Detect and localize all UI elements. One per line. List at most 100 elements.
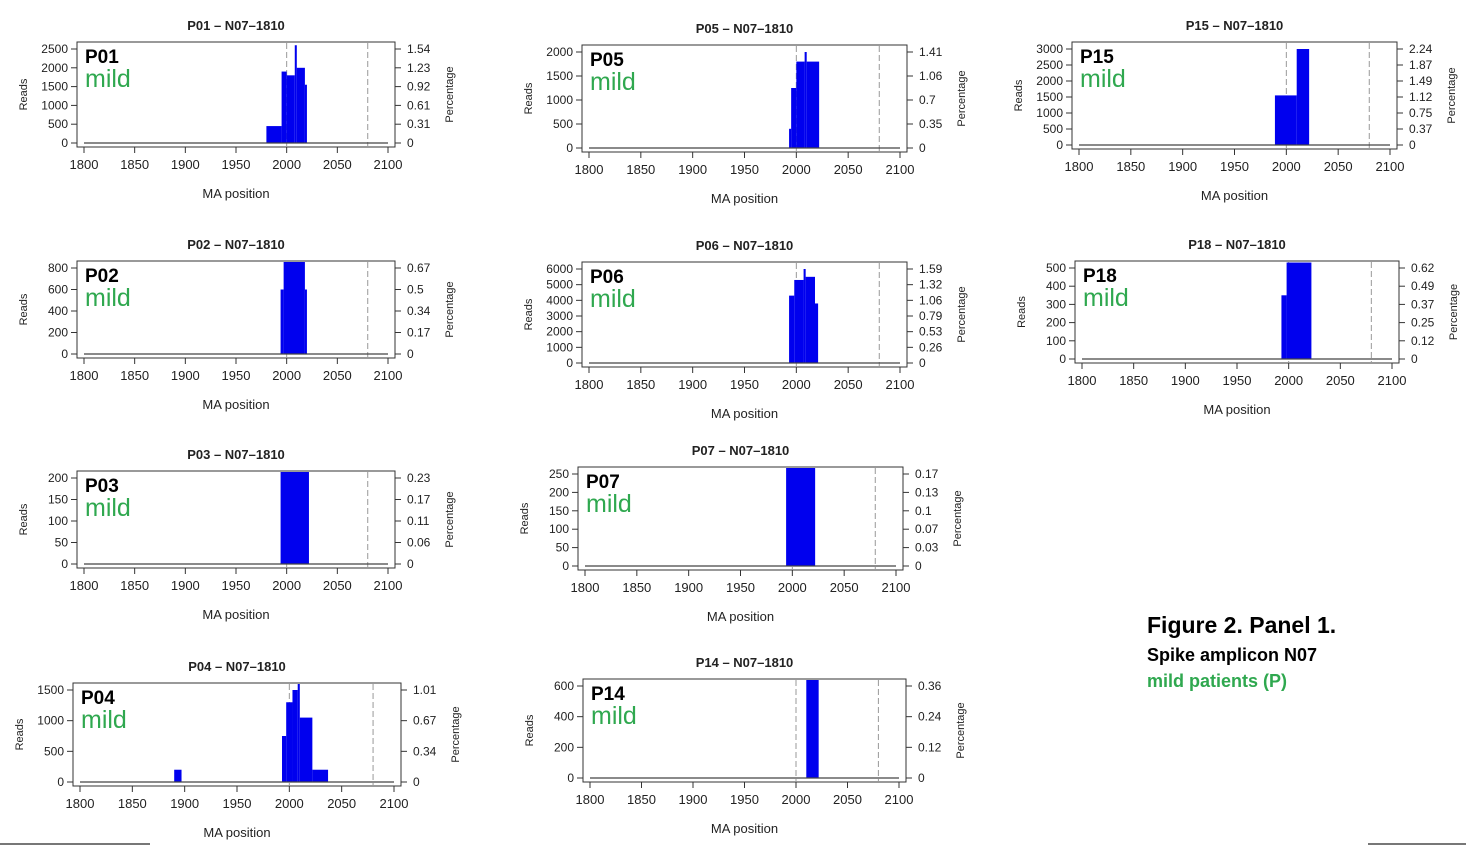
x-tick-label: 1950 <box>222 157 251 172</box>
y2-tick-label: 1.59 <box>919 262 943 276</box>
y-tick-label: 200 <box>549 485 569 499</box>
y-tick-label: 0 <box>566 141 573 155</box>
y2-tick-label: 0.17 <box>915 467 939 481</box>
y2-tick-label: 0.31 <box>407 117 431 131</box>
bar <box>292 690 298 782</box>
y-axis-label: Reads <box>519 502 531 534</box>
y-axis-label: Reads <box>18 503 30 535</box>
y-tick-label: 0 <box>562 559 569 573</box>
y2-tick-label: 1.23 <box>407 61 431 75</box>
y2-tick-label: 0.06 <box>407 536 431 550</box>
y-tick-label: 0 <box>1059 352 1066 366</box>
x-tick-label: 2050 <box>323 578 352 593</box>
x-axis-label: MA position <box>203 825 270 840</box>
x-tick-label: 1900 <box>678 377 707 392</box>
y2-tick-label: 0.7 <box>919 93 936 107</box>
x-tick-label: 2000 <box>1274 373 1303 388</box>
x-tick-label: 1800 <box>70 157 99 172</box>
x-axis-label: MA position <box>1203 402 1270 417</box>
x-tick-label: 1800 <box>70 578 99 593</box>
x-tick-label: 2100 <box>374 578 403 593</box>
y2-tick-label: 0.26 <box>919 340 943 354</box>
y-tick-label: 600 <box>554 679 574 693</box>
severity-label: mild <box>590 68 636 96</box>
x-tick-label: 2100 <box>380 796 409 811</box>
y-tick-label: 400 <box>1046 279 1066 293</box>
x-axis-label: MA position <box>711 821 778 836</box>
y2-tick-label: 0 <box>407 557 414 571</box>
x-tick-label: 2000 <box>782 377 811 392</box>
y-tick-label: 800 <box>48 261 68 275</box>
y2-tick-label: 0.13 <box>915 485 939 499</box>
bar <box>304 84 307 143</box>
y2-tick-label: 0.24 <box>918 710 942 724</box>
y-tick-label: 2500 <box>1036 58 1063 72</box>
y-tick-label: 0 <box>1056 138 1063 152</box>
x-tick-label: 1800 <box>571 580 600 595</box>
y-tick-label: 150 <box>549 504 569 518</box>
y-tick-label: 1500 <box>37 683 64 697</box>
y2-tick-label: 0.17 <box>407 326 431 340</box>
bar <box>281 71 287 143</box>
y-tick-label: 200 <box>554 740 574 754</box>
panel-id-label: P15 <box>1080 47 1114 68</box>
y-tick-label: 300 <box>1046 297 1066 311</box>
x-tick-label: 1950 <box>730 162 759 177</box>
x-axis-label: MA position <box>202 186 269 201</box>
bar <box>794 279 804 363</box>
x-tick-label: 1950 <box>1223 373 1252 388</box>
x-tick-label: 1850 <box>626 377 655 392</box>
x-tick-label: 1950 <box>223 796 252 811</box>
y2-axis-label: Percentage <box>956 70 968 126</box>
x-tick-label: 2000 <box>782 162 811 177</box>
x-tick-label: 1850 <box>120 157 149 172</box>
bar <box>789 128 792 148</box>
bar <box>280 289 284 354</box>
y2-tick-label: 0.07 <box>915 522 939 536</box>
y-tick-label: 1500 <box>546 69 573 83</box>
severity-label: mild <box>586 490 632 518</box>
panel-id-label: P06 <box>590 267 624 288</box>
y2-tick-label: 0.61 <box>407 98 431 112</box>
plot-frame <box>1071 41 1398 150</box>
bar <box>280 472 309 564</box>
y-axis-label: Reads <box>523 82 535 114</box>
x-axis-label: MA position <box>1201 188 1268 203</box>
panel-title: P14 – N07–1810 <box>696 655 794 670</box>
x-tick-label: 2100 <box>374 157 403 172</box>
x-tick-label: 1900 <box>674 580 703 595</box>
bar <box>297 684 300 782</box>
x-tick-label: 1850 <box>1116 159 1145 174</box>
x-tick-label: 1900 <box>679 792 708 807</box>
y-tick-label: 2500 <box>41 42 68 56</box>
y2-tick-label: 2.24 <box>1409 42 1433 56</box>
y-tick-label: 500 <box>1046 261 1066 275</box>
y2-tick-label: 0.25 <box>1411 316 1435 330</box>
figure-title: Figure 2. Panel 1. <box>1147 612 1337 638</box>
y-tick-label: 0 <box>61 557 68 571</box>
panel-id-label: P01 <box>85 47 119 68</box>
x-axis-label: MA position <box>707 609 774 624</box>
panel-title: P06 – N07–1810 <box>696 238 794 253</box>
y-tick-label: 2000 <box>546 45 573 59</box>
x-tick-label: 2000 <box>272 578 301 593</box>
x-tick-label: 1950 <box>730 792 759 807</box>
y2-axis-label: Percentage <box>444 66 456 122</box>
bar <box>296 67 305 143</box>
bar <box>1274 95 1297 145</box>
y2-axis-label: Percentage <box>955 702 967 758</box>
bar <box>283 262 305 354</box>
y-tick-label: 0 <box>567 771 574 785</box>
y2-axis-label: Percentage <box>444 491 456 547</box>
x-tick-label: 1800 <box>1065 159 1094 174</box>
y2-tick-label: 0.11 <box>407 514 430 528</box>
y-axis-label: Reads <box>523 298 535 330</box>
y2-tick-label: 0.17 <box>407 493 431 507</box>
y2-tick-label: 0.12 <box>1411 334 1435 348</box>
y-tick-label: 1000 <box>1036 106 1063 120</box>
bar <box>294 45 297 143</box>
y2-tick-label: 0 <box>1411 352 1418 366</box>
y-tick-label: 0 <box>566 356 573 370</box>
y2-tick-label: 0 <box>918 771 925 785</box>
plot-frame <box>581 261 908 368</box>
